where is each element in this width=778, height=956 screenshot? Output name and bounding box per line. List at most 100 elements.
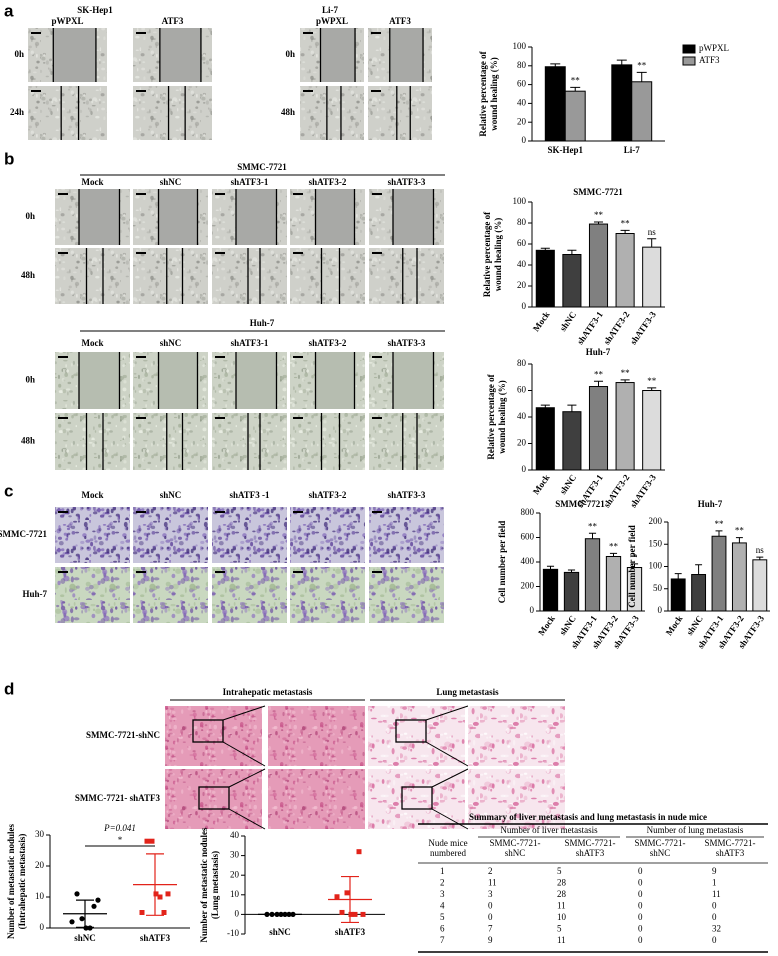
column-label: pWPXL — [316, 16, 348, 26]
row-label: 48h — [21, 436, 35, 446]
column-label: Lung metastasis — [436, 687, 499, 697]
bar — [752, 559, 768, 612]
y-axis-label: wound healing (%) — [497, 380, 507, 454]
panel-label: d — [4, 679, 14, 698]
error-bar — [636, 71, 647, 82]
column-label: Mock — [82, 490, 104, 500]
error-bar — [674, 573, 682, 579]
error-bar — [567, 569, 576, 573]
micrograph — [133, 413, 208, 470]
table-cell: 0 — [638, 878, 643, 888]
error-bar — [647, 238, 657, 248]
y-tick-label: 400 — [521, 556, 535, 566]
table-cell: 5 — [557, 924, 562, 934]
table-cell: 0 — [712, 912, 717, 922]
chart-title: Huh-7 — [698, 499, 723, 509]
y-tick-label: 20 — [517, 280, 527, 290]
y-tick-label: 600 — [521, 532, 535, 542]
sd-bar — [341, 875, 359, 924]
y-axis-label: wound healing (%) — [489, 57, 499, 131]
error-bar — [540, 247, 550, 251]
y-axis-label: Number of metastatic nodules — [6, 823, 16, 939]
y-tick-label: 20 — [230, 869, 240, 879]
y-axis-label: Relative percentage of — [478, 50, 488, 136]
point — [149, 838, 155, 844]
zoom-line — [222, 741, 266, 767]
error-bar — [546, 565, 555, 570]
bar — [605, 555, 622, 612]
chart-title: Huh-7 — [586, 347, 611, 357]
bar — [584, 538, 601, 612]
bar — [542, 568, 559, 612]
micrograph — [212, 567, 287, 623]
bar — [670, 578, 686, 612]
row-label: Huh-7 — [22, 589, 47, 599]
scratch-gap — [53, 28, 96, 82]
column-label: shNC — [160, 338, 182, 348]
significance-label: ** — [647, 376, 657, 386]
y-tick-label: 0 — [40, 922, 45, 932]
column-label: Mock — [82, 338, 104, 348]
scratch-gap — [315, 352, 355, 409]
table-cell: 0 — [638, 889, 643, 899]
bar — [564, 90, 586, 142]
error-bar — [735, 537, 743, 543]
micrograph — [290, 413, 365, 470]
micrograph-title: SK-Hep1 — [77, 5, 113, 15]
x-tick-label: shATF3 — [140, 933, 171, 943]
point — [161, 910, 167, 915]
y-tick-label: 0 — [522, 301, 527, 311]
point — [87, 925, 93, 931]
error-bar — [593, 221, 604, 225]
y-axis-label: Cell number per field — [627, 525, 637, 607]
micrograph — [212, 248, 287, 304]
bar — [642, 246, 662, 308]
table-cell: 11 — [557, 901, 566, 911]
point — [334, 894, 340, 900]
significance-label: ** — [571, 75, 581, 85]
micrograph — [165, 706, 262, 766]
error-bar — [550, 63, 561, 67]
error-bar — [630, 563, 639, 568]
x-tick-label: Mock — [536, 614, 557, 638]
chart-title: SMMC-7721 — [573, 187, 623, 197]
table-cell: 11 — [488, 878, 497, 888]
y-tick-label: 80 — [517, 60, 527, 70]
x-tick-label: Mock — [531, 310, 552, 334]
bar — [535, 249, 555, 308]
zoom-line — [425, 705, 469, 721]
x-tick-label: shATF3 — [335, 927, 366, 937]
column-label: shATF3-3 — [388, 490, 426, 500]
y-tick-label: 80 — [517, 358, 527, 368]
bar — [611, 64, 633, 142]
error-bar — [756, 556, 764, 560]
table-header: shNC — [650, 848, 671, 858]
scratch-gap — [320, 28, 356, 82]
bar — [711, 535, 727, 612]
column-label: ATF3 — [389, 16, 411, 26]
y-tick-label: 200 — [649, 516, 663, 526]
table-cell: 11 — [557, 935, 566, 945]
significance-label: ** — [588, 521, 598, 531]
significance-label: ns — [756, 545, 765, 555]
row-label: 48h — [281, 107, 295, 117]
x-tick-label: Mock — [664, 614, 685, 638]
table-cell: 6 — [440, 924, 445, 934]
x-tick-label: shNC — [684, 614, 705, 637]
panel-label: c — [4, 481, 13, 500]
error-bar — [620, 229, 630, 234]
column-label: Mock — [82, 177, 104, 187]
micrograph — [133, 507, 208, 563]
micrograph — [133, 248, 208, 304]
y-tick-label: 800 — [521, 507, 535, 517]
zoom-line — [228, 808, 266, 830]
x-tick-label: Li-7 — [624, 145, 641, 155]
column-label: shATF3-3 — [388, 338, 426, 348]
micrograph — [55, 507, 130, 563]
micrograph — [55, 567, 130, 623]
y-tick-label: 50 — [653, 583, 663, 593]
micrograph — [468, 706, 565, 766]
micrograph — [55, 413, 130, 470]
x-tick-label: SK-Hep1 — [547, 145, 583, 155]
